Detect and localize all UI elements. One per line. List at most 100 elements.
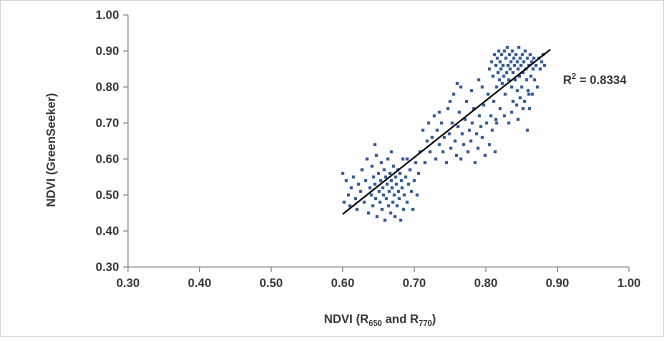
data-point [534, 63, 538, 67]
data-point [374, 197, 378, 201]
x-axis-title-middle: and R [382, 312, 419, 326]
y-axis-title: NDVI (GreenSeeker) [44, 93, 58, 207]
data-point [344, 179, 348, 183]
data-point [411, 207, 415, 211]
data-point [520, 85, 524, 89]
data-point [515, 103, 519, 107]
data-point [393, 215, 397, 219]
data-point [351, 175, 355, 179]
data-point [472, 107, 476, 111]
data-point [456, 125, 460, 129]
x-tick-labels: 0.30 0.40 0.50 0.60 0.70 0.80 0.90 1.00 [116, 276, 641, 290]
data-point [404, 175, 408, 179]
data-point [526, 89, 530, 93]
data-point [491, 74, 495, 78]
y-tick-label: 0.90 [96, 44, 120, 58]
data-point [389, 150, 393, 154]
data-point [387, 204, 391, 208]
r-squared-superscript: 2 [572, 72, 577, 81]
data-point [508, 67, 512, 71]
x-tick-label: 0.50 [259, 276, 283, 290]
data-point [514, 53, 518, 57]
data-point [373, 143, 377, 147]
data-point [495, 85, 499, 89]
data-point [515, 60, 519, 64]
y-tick-label: 0.50 [96, 188, 120, 202]
data-point [525, 128, 529, 132]
y-tick-labels: 0.30 0.40 0.50 0.60 0.70 0.80 0.90 1.00 [96, 8, 120, 274]
data-point [354, 197, 358, 201]
data-point [371, 204, 375, 208]
data-point [391, 200, 395, 204]
data-point [540, 60, 544, 64]
data-point [415, 193, 419, 197]
data-point [444, 161, 448, 165]
data-point [516, 67, 520, 71]
data-point [530, 92, 534, 96]
data-point [523, 49, 527, 53]
data-point [499, 67, 503, 71]
data-point [529, 74, 533, 78]
data-point [528, 107, 532, 111]
data-point [512, 63, 516, 67]
y-tick-label: 0.70 [96, 116, 120, 130]
data-point [513, 78, 517, 82]
data-point [531, 67, 535, 71]
data-point [502, 114, 506, 118]
data-point [414, 161, 418, 165]
data-point [485, 121, 489, 125]
data-point [530, 60, 534, 64]
data-point [492, 99, 496, 103]
data-point [527, 92, 531, 96]
data-point [486, 92, 490, 96]
data-point [368, 186, 372, 190]
data-point [522, 60, 526, 64]
data-point [477, 78, 481, 82]
data-point [379, 161, 383, 165]
x-tick-label: 0.80 [474, 276, 498, 290]
data-point [477, 114, 481, 118]
data-point [383, 218, 387, 222]
data-point [459, 85, 463, 89]
data-points [341, 45, 547, 222]
data-point [405, 157, 409, 161]
data-point [483, 153, 487, 157]
trendline [342, 48, 551, 215]
data-point [423, 161, 427, 165]
data-point [452, 92, 456, 96]
data-point [538, 67, 542, 71]
data-point [521, 71, 525, 75]
data-point [448, 99, 452, 103]
data-point [359, 189, 363, 193]
data-point [365, 157, 369, 161]
data-point [517, 74, 521, 78]
x-tick-label: 0.70 [403, 276, 427, 290]
data-point [378, 200, 382, 204]
data-point [375, 215, 379, 219]
data-point [401, 157, 405, 161]
data-point [494, 117, 498, 121]
data-point [511, 71, 515, 75]
data-point [492, 53, 496, 57]
data-point [505, 71, 509, 75]
x-axis-title-prefix: NDVI (R [324, 312, 369, 326]
data-point [512, 56, 516, 60]
data-point [459, 157, 463, 161]
data-point [505, 45, 509, 49]
data-point [439, 121, 443, 125]
data-point [455, 81, 459, 85]
y-tick-label: 0.60 [96, 152, 120, 166]
y-tick-label: 0.30 [96, 260, 120, 274]
data-point [495, 121, 499, 125]
data-point [525, 78, 529, 82]
data-point [465, 99, 469, 103]
data-point [442, 135, 446, 139]
data-point [384, 197, 388, 201]
data-point [500, 53, 504, 57]
y-tick-label: 0.80 [96, 80, 120, 94]
data-point [507, 121, 511, 125]
data-point [387, 189, 391, 193]
data-point [469, 139, 473, 143]
